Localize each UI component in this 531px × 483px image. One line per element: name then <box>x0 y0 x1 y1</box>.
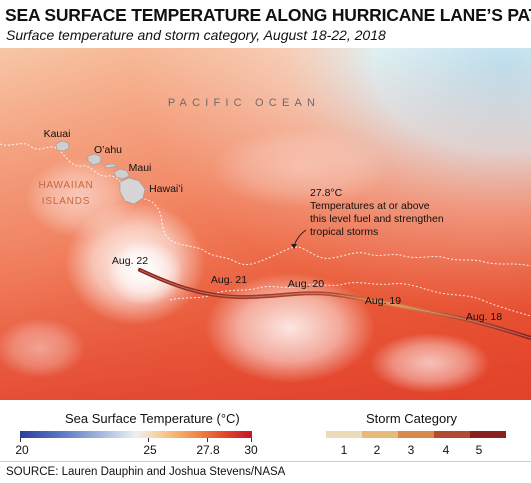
sst-tick-27-8: 27.8 <box>196 443 220 457</box>
storm-category-3-label: 3 <box>407 443 415 457</box>
island-molokai-shape <box>103 163 118 169</box>
date-label-aug-18: Aug. 18 <box>466 311 502 323</box>
storm-legend-title: Storm Category <box>366 411 458 426</box>
island-kauai-shape <box>55 140 70 152</box>
storm-track <box>138 268 531 340</box>
sst-tickmark-20 <box>20 438 21 442</box>
storm-category-2-swatch <box>362 431 398 438</box>
date-label-aug-20: Aug. 20 <box>288 278 324 290</box>
source-credit: SOURCE: Lauren Dauphin and Joshua Steven… <box>6 466 286 478</box>
threshold-text-line2: this level fuel and strengthen <box>310 213 444 225</box>
region-label-line1: HAWAIIAN <box>38 180 93 191</box>
sst-tickmark-30 <box>251 438 252 442</box>
header: SEA SURFACE TEMPERATURE ALONG HURRICANE … <box>0 0 531 48</box>
island-label-oahu: O’ahu <box>94 144 122 156</box>
map-svg: PACIFIC OCEAN HAWAIIAN ISLANDS Kauai O’a… <box>0 48 531 400</box>
storm-category-3-swatch <box>398 431 434 438</box>
sst-tickmark-25 <box>148 438 149 442</box>
isotherm-27-8-line <box>0 143 531 267</box>
page-title: SEA SURFACE TEMPERATURE ALONG HURRICANE … <box>5 5 531 25</box>
sst-tick-20: 20 <box>15 443 29 457</box>
sst-legend-title: Sea Surface Temperature (°C) <box>65 411 240 426</box>
storm-category-5-label: 5 <box>475 443 483 457</box>
island-label-maui: Maui <box>129 162 152 174</box>
date-label-aug-22: Aug. 22 <box>112 255 148 267</box>
hawaiian-islands <box>55 140 146 205</box>
sst-tick-30: 30 <box>244 443 258 457</box>
island-maui-shape <box>113 168 130 180</box>
source-footer: SOURCE: Lauren Dauphin and Joshua Steven… <box>0 461 531 483</box>
cloud-cover <box>0 128 490 393</box>
storm-category-4-label: 4 <box>442 443 450 457</box>
island-oahu-shape <box>87 153 102 166</box>
legend: Sea Surface Temperature (°C) 20 25 27.8 … <box>0 400 531 461</box>
threshold-text-line1: Temperatures at or above <box>310 200 430 212</box>
threshold-value-label: 27.8°C <box>310 187 343 199</box>
region-label-line2: ISLANDS <box>42 196 90 207</box>
ocean-label: PACIFIC OCEAN <box>168 97 320 109</box>
island-hawaii-shape <box>119 177 146 205</box>
page-subtitle: Surface temperature and storm category, … <box>6 27 386 43</box>
sst-map: PACIFIC OCEAN HAWAIIAN ISLANDS Kauai O’a… <box>0 48 531 400</box>
storm-category-5-swatch <box>470 431 506 438</box>
threshold-text-line3: tropical storms <box>310 226 378 238</box>
sst-color-scale <box>20 431 252 438</box>
annotation-arrowhead <box>291 244 297 249</box>
sst-tickmark-27-8 <box>207 438 208 442</box>
island-label-kauai: Kauai <box>44 128 71 140</box>
storm-category-4-swatch <box>434 431 470 438</box>
date-label-aug-21: Aug. 21 <box>211 274 247 286</box>
storm-category-1-label: 1 <box>340 443 348 457</box>
storm-track-line <box>138 268 531 340</box>
sst-tick-25: 25 <box>143 443 157 457</box>
storm-category-2-label: 2 <box>373 443 381 457</box>
storm-category-1-swatch <box>326 431 362 438</box>
date-label-aug-19: Aug. 19 <box>365 295 401 307</box>
island-label-hawaii: Hawai’i <box>149 183 183 195</box>
